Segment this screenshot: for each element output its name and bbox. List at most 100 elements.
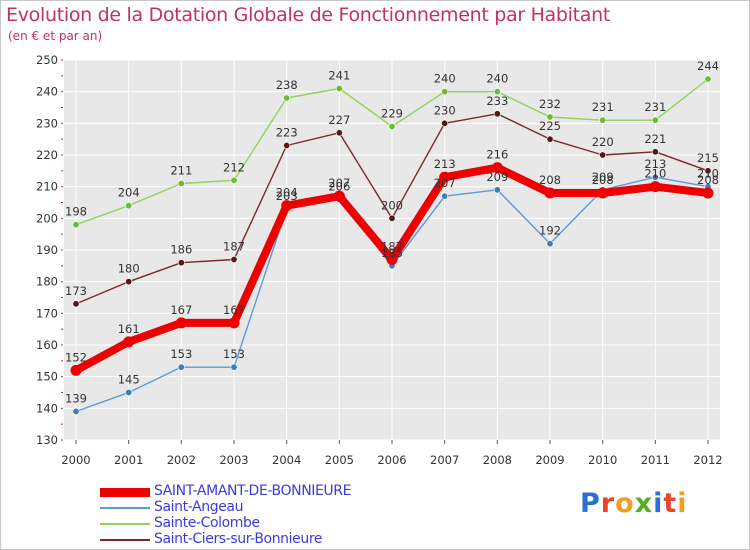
x-tick-label: 2010 xyxy=(588,453,617,467)
data-label-saint-ciers-sur-bonnieure: 220 xyxy=(592,135,614,149)
data-label-saint-amant-de-bonnieure: 167 xyxy=(223,303,245,317)
data-label-saint-ciers-sur-bonnieure: 223 xyxy=(276,126,298,140)
data-point-saint-angeau xyxy=(125,388,133,396)
data-point-sainte-colombe xyxy=(651,116,659,124)
data-point-saint-ciers-sur-bonnieure xyxy=(388,214,396,222)
data-point-saint-ciers-sur-bonnieure xyxy=(125,278,133,286)
data-point-sainte-colombe xyxy=(704,75,712,83)
data-point-saint-amant-de-bonnieure xyxy=(491,162,503,174)
data-point-sainte-colombe xyxy=(335,85,343,93)
data-label-saint-angeau: 209 xyxy=(486,170,508,184)
y-tick-label: 130 xyxy=(36,433,58,447)
data-point-sainte-colombe xyxy=(72,221,80,229)
x-tick-label: 2009 xyxy=(535,453,564,467)
data-label-sainte-colombe: 212 xyxy=(223,160,245,174)
x-tick-label: 2008 xyxy=(483,453,512,467)
legend-label: SAINT-AMANT-DE-BONNIEURE xyxy=(154,483,352,499)
logo-letter: r xyxy=(600,488,616,519)
data-label-saint-amant-de-bonnieure: 210 xyxy=(644,167,666,181)
data-point-saint-amant-de-bonnieure xyxy=(175,317,187,329)
x-tick-label: 2001 xyxy=(114,453,143,467)
data-point-saint-amant-de-bonnieure xyxy=(386,254,398,265)
legend-item-saint-ciers: Saint-Ciers-sur-Bonnieure xyxy=(100,531,420,548)
logo-letter: t xyxy=(663,488,678,519)
data-label-saint-ciers-sur-bonnieure: 186 xyxy=(170,243,192,257)
legend-swatch xyxy=(100,488,150,497)
y-tick-label: 160 xyxy=(36,338,58,352)
data-label-sainte-colombe: 229 xyxy=(381,107,403,121)
y-tick-label: 210 xyxy=(36,180,58,194)
data-label-saint-ciers-sur-bonnieure: 187 xyxy=(223,240,245,254)
y-tick-label: 150 xyxy=(36,370,58,384)
data-label-saint-ciers-sur-bonnieure: 230 xyxy=(434,103,456,117)
data-point-saint-amant-de-bonnieure xyxy=(597,187,609,199)
data-label-saint-ciers-sur-bonnieure: 221 xyxy=(644,132,666,146)
x-tick-label: 2007 xyxy=(430,453,459,467)
data-point-saint-amant-de-bonnieure xyxy=(702,187,714,199)
data-label-saint-angeau: 207 xyxy=(434,176,456,190)
data-point-saint-amant-de-bonnieure xyxy=(281,200,293,212)
axes: 130 140 150 160 170 180 190 200 210 220 230 240 250 2… xyxy=(36,53,723,467)
data-label-saint-amant-de-bonnieure: 216 xyxy=(486,148,508,162)
legend-swatch xyxy=(100,523,150,525)
chart-subtitle: (en € et par an) xyxy=(8,29,103,43)
data-point-saint-ciers-sur-bonnieure xyxy=(335,129,343,137)
legend-item-saint-angeau: Saint-Angeau xyxy=(100,499,420,516)
data-label-sainte-colombe: 231 xyxy=(592,100,614,114)
y-tick-label: 240 xyxy=(36,85,58,99)
data-point-saint-ciers-sur-bonnieure xyxy=(493,110,501,118)
data-label-saint-angeau: 145 xyxy=(118,373,140,387)
legend-label: Saint-Angeau xyxy=(154,499,244,515)
data-point-saint-angeau xyxy=(493,186,501,194)
data-label-saint-amant-de-bonnieure: 208 xyxy=(697,173,719,187)
x-tick-label: 2011 xyxy=(641,453,670,467)
data-label-sainte-colombe: 240 xyxy=(434,72,456,86)
data-point-saint-angeau xyxy=(177,363,185,371)
data-point-saint-ciers-sur-bonnieure xyxy=(283,142,291,150)
data-label-sainte-colombe: 204 xyxy=(118,186,140,200)
x-tick-label: 2012 xyxy=(693,453,722,467)
data-label-saint-ciers-sur-bonnieure: 173 xyxy=(65,284,87,298)
legend-swatch xyxy=(100,539,150,541)
data-label-sainte-colombe: 232 xyxy=(539,97,561,111)
legend-label: Saint-Ciers-sur-Bonnieure xyxy=(154,531,323,547)
data-label-sainte-colombe: 211 xyxy=(170,164,192,178)
data-point-saint-ciers-sur-bonnieure xyxy=(651,148,659,156)
data-label-saint-amant-de-bonnieure: 204 xyxy=(276,186,298,200)
y-tick-label: 200 xyxy=(36,211,58,225)
data-point-sainte-colombe xyxy=(125,202,133,210)
data-point-saint-ciers-sur-bonnieure xyxy=(441,119,449,127)
data-label-saint-ciers-sur-bonnieure: 225 xyxy=(539,119,561,133)
data-point-saint-amant-de-bonnieure xyxy=(649,181,661,193)
data-point-saint-angeau xyxy=(651,173,659,181)
data-label-saint-angeau: 139 xyxy=(65,392,87,406)
data-point-sainte-colombe xyxy=(546,113,554,121)
data-label-saint-angeau: 185 xyxy=(381,246,403,260)
data-point-sainte-colombe xyxy=(493,88,501,96)
x-tick-label: 2003 xyxy=(219,453,248,467)
data-point-sainte-colombe xyxy=(441,88,449,96)
data-label-saint-amant-de-bonnieure: 208 xyxy=(592,173,614,187)
data-label-sainte-colombe: 231 xyxy=(644,100,666,114)
data-label-sainte-colombe: 198 xyxy=(65,205,87,219)
data-label-sainte-colombe: 238 xyxy=(276,78,298,92)
data-point-saint-angeau xyxy=(441,192,449,200)
data-label-saint-amant-de-bonnieure: 213 xyxy=(434,157,456,171)
data-label-saint-angeau: 213 xyxy=(644,157,666,171)
data-point-sainte-colombe xyxy=(388,123,396,131)
data-point-sainte-colombe xyxy=(283,94,291,102)
data-label-saint-ciers-sur-bonnieure: 215 xyxy=(697,151,719,165)
logo-letter: P xyxy=(580,488,601,519)
data-label-saint-amant-de-bonnieure: 187 xyxy=(381,240,403,254)
data-label-saint-amant-de-bonnieure: 208 xyxy=(539,173,561,187)
data-label-saint-ciers-sur-bonnieure: 233 xyxy=(486,94,508,108)
data-label-saint-amant-de-bonnieure: 152 xyxy=(65,350,87,364)
data-point-saint-angeau xyxy=(546,240,554,248)
data-point-saint-amant-de-bonnieure xyxy=(228,317,240,329)
y-tick-label: 140 xyxy=(36,401,58,415)
data-point-saint-ciers-sur-bonnieure xyxy=(599,151,607,159)
data-point-saint-amant-de-bonnieure xyxy=(544,187,556,199)
data-point-saint-ciers-sur-bonnieure xyxy=(230,255,238,263)
data-label-saint-angeau: 203 xyxy=(276,189,298,203)
